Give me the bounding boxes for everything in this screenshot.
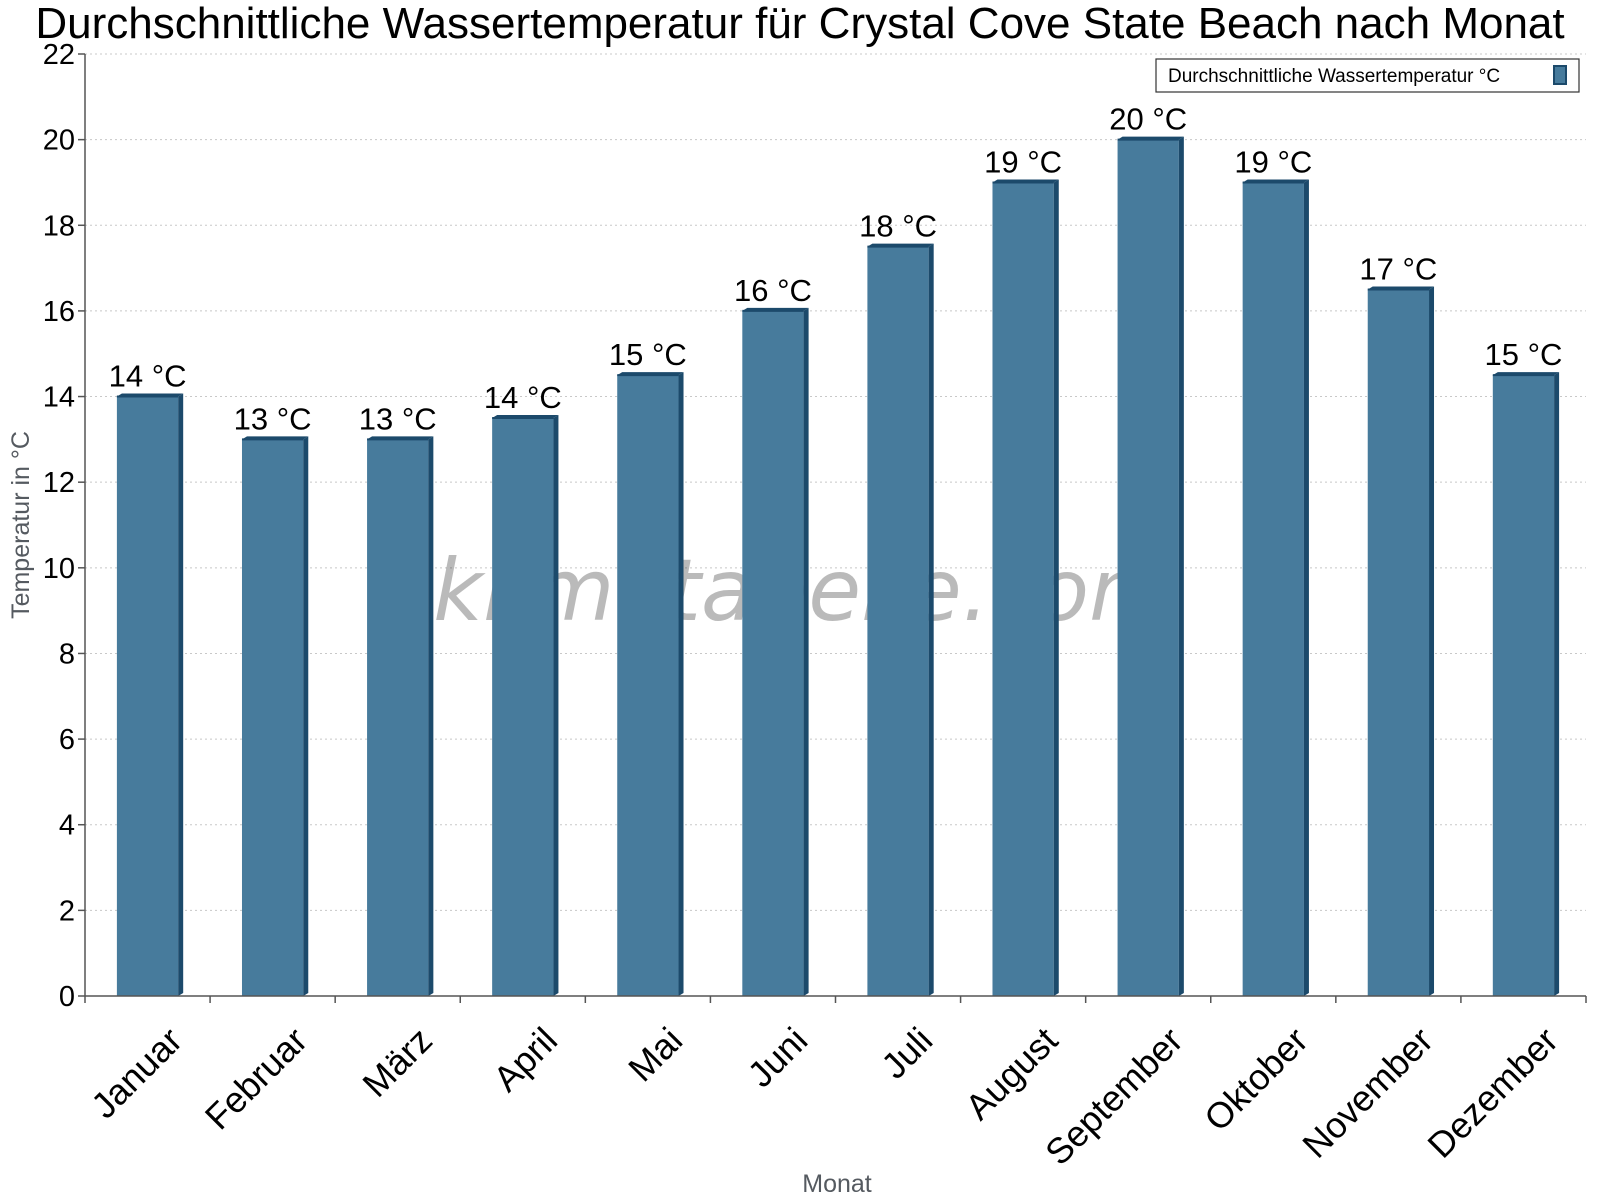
bar-side [1303,179,1309,997]
bar-value-label: 18 °C [859,209,937,244]
y-tick-label: 18 [43,210,75,242]
y-tick-label: 14 [43,382,75,414]
x-tick-label: April [485,1019,565,1099]
bar [1117,139,1179,997]
legend-box [1155,58,1580,93]
bar-side [1429,286,1435,996]
y-tick-label: 20 [43,125,75,157]
bar [867,246,929,996]
legend-label: Durchschnittliche Wassertemperatur °C [1168,66,1500,87]
bar-side [553,414,559,996]
bar-value-label: 16 °C [734,273,812,308]
bar [241,439,304,996]
bar-value-label: 14 °C [484,380,562,415]
legend: Durchschnittliche Wassertemperatur °C [1155,58,1580,93]
x-tick-label: September [1037,1019,1191,1173]
bar-value-label: 15 °C [609,337,687,372]
gridlines [85,53,1586,911]
axes [78,53,1587,1003]
x-axis-title: Monat [802,1170,872,1198]
bar-value-label: 13 °C [359,401,437,436]
y-tick-label: 6 [59,724,75,756]
x-tick-label: März [354,1019,440,1105]
bar [992,182,1054,997]
bar-value-label: 20 °C [1109,102,1187,137]
bar-side [178,393,184,997]
bars [116,136,1560,997]
bar [1492,375,1555,996]
bar-value-label: 14 °C [109,359,187,394]
bar-side [803,307,809,997]
bar-side [1053,179,1059,997]
x-tick-label: Juli [873,1019,940,1086]
y-tick-label: 10 [43,553,75,585]
x-tick-label: Februar [197,1019,315,1137]
legend-swatch [1553,65,1567,85]
bar-value-label: 15 °C [1485,337,1563,372]
x-tick-label: Dezember [1419,1019,1565,1165]
x-tick-label: November [1294,1019,1440,1165]
bar-side [1178,136,1184,997]
y-tick-label: 4 [59,810,75,842]
x-tick-label: Mai [620,1019,690,1089]
bar-side [928,243,934,996]
x-tick-label: August [957,1019,1065,1127]
y-tick-label: 22 [43,39,75,71]
x-tick-label: Januar [83,1019,190,1126]
bar [617,375,679,996]
y-axis-title: Temperatur in °C [7,431,35,619]
bar-value-label: 13 °C [234,401,312,436]
bar-labels: 14 °C 13 °C 13 °C 14 °C 15 °C 16 °C 18 °C 19 °C… [109,102,1563,437]
x-tick-labels: Januar Februar März April Mai Juni Juli AugustS… [83,1019,1566,1173]
bar [742,310,804,997]
bar-side [678,372,684,996]
bar-value-label: 19 °C [1234,144,1312,179]
y-tick-label: 2 [59,895,75,927]
bar-value-label: 19 °C [984,144,1062,179]
x-tick-label: Juni [740,1019,816,1095]
bar [367,439,429,996]
bar-side [1554,372,1560,996]
y-tick-labels: 0 2 4 6 8 10 12 14 16 18 20 22 [43,39,75,1013]
bar [1242,182,1304,997]
y-tick-label: 16 [43,296,75,328]
chart-title: Durchschnittliche Wassertemperatur für C… [35,0,1564,48]
y-tick-label: 12 [43,467,75,499]
bar [492,417,554,996]
bar [1367,289,1430,996]
bar [116,396,179,997]
y-tick-label: 0 [59,981,75,1013]
y-tick-label: 8 [59,638,75,670]
x-tick-label: Oktober [1196,1019,1316,1139]
bar-side [303,436,309,996]
bar-side [428,436,434,996]
bar-value-label: 17 °C [1359,252,1437,287]
